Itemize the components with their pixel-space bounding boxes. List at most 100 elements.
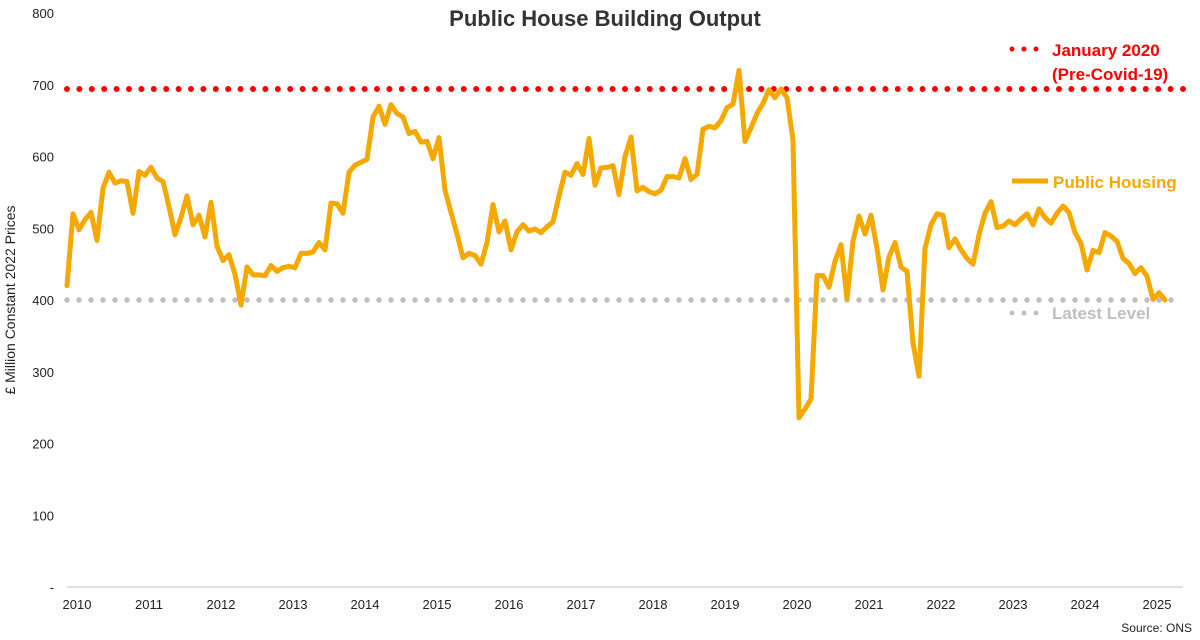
y-tick-label: 400: [32, 293, 54, 308]
data-point: [304, 250, 310, 256]
data-point: [370, 114, 376, 120]
data-point: [178, 215, 184, 220]
series-line-public-housing: [64, 67, 1168, 421]
data-point: [874, 245, 880, 251]
data-point: [820, 273, 826, 279]
data-point: [598, 165, 604, 171]
legend: Public Housing January 2020 (Pre-Covid-1…: [1009, 41, 1177, 323]
data-point: [1054, 210, 1060, 216]
data-point: [1036, 206, 1042, 212]
data-point: [892, 240, 898, 246]
reference-lines: [64, 86, 1186, 303]
data-point: [106, 169, 112, 175]
data-point: [772, 95, 778, 101]
data-point: [358, 159, 364, 165]
data-point: [262, 273, 268, 279]
y-tick-label: 500: [32, 221, 54, 236]
data-point: [784, 95, 790, 101]
data-point: [1060, 203, 1066, 209]
data-point: [652, 191, 658, 197]
legend-label-pre-covid: (Pre-Covid-19): [1052, 65, 1168, 84]
data-point: [1090, 248, 1096, 253]
data-point: [70, 211, 76, 217]
y-tick-label: 600: [32, 150, 54, 165]
x-tick-label: 2017: [567, 597, 596, 612]
data-point: [196, 212, 202, 218]
data-point: [946, 245, 952, 251]
data-point: [562, 169, 568, 175]
data-point: [1072, 230, 1078, 236]
data-point: [214, 243, 220, 249]
data-point: [1078, 240, 1084, 246]
data-point: [172, 232, 178, 238]
data-point: [76, 227, 82, 233]
data-point: [466, 250, 472, 256]
x-tick-label: 2016: [495, 597, 524, 612]
data-point: [1138, 265, 1144, 271]
data-point: [790, 137, 796, 143]
data-point: [148, 164, 154, 170]
data-point: [154, 175, 160, 181]
data-point: [490, 202, 496, 208]
x-tick-label: 2013: [279, 597, 308, 612]
data-point: [340, 210, 346, 216]
data-point: [760, 100, 766, 106]
data-point: [616, 192, 622, 197]
data-point: [460, 255, 466, 261]
data-point: [742, 138, 748, 144]
x-tick-label: 2012: [207, 597, 236, 612]
data-point: [730, 101, 736, 107]
legend-label-public-housing: Public Housing: [1053, 173, 1177, 192]
y-tick-label: 700: [32, 78, 54, 93]
data-point: [82, 217, 88, 223]
data-point: [676, 175, 682, 181]
data-point: [808, 396, 814, 402]
data-point: [706, 123, 712, 129]
data-point: [376, 103, 382, 109]
data-point: [1018, 216, 1024, 222]
data-point: [514, 229, 520, 235]
data-point: [274, 268, 280, 274]
data-point: [628, 134, 634, 140]
data-point: [568, 172, 574, 178]
data-point: [88, 210, 94, 215]
data-point: [1114, 238, 1120, 244]
data-point: [958, 247, 964, 253]
data-point: [484, 240, 490, 246]
data-point: [814, 273, 820, 279]
x-axis-ticks: 2010 2011 2012 2013 2014 2015 2016 2017 2018 2019…: [63, 597, 1172, 612]
data-point: [910, 340, 916, 346]
data-point: [448, 210, 454, 215]
data-point: [844, 296, 850, 302]
data-point: [1048, 220, 1054, 226]
x-tick-label: 2024: [1071, 597, 1100, 612]
data-point: [430, 156, 436, 162]
data-point: [1042, 215, 1048, 220]
data-point: [688, 177, 694, 182]
data-point: [1030, 222, 1036, 228]
data-point: [1162, 297, 1168, 303]
data-point: [226, 252, 232, 258]
x-tick-label: 2025: [1143, 597, 1172, 612]
data-point: [352, 162, 358, 168]
data-point: [1084, 267, 1090, 273]
data-point: [388, 102, 394, 108]
data-point: [1144, 273, 1150, 279]
data-point: [256, 272, 262, 278]
data-point: [400, 114, 406, 120]
data-point: [208, 199, 214, 205]
data-point: [268, 263, 274, 269]
data-point: [1108, 233, 1114, 239]
data-point: [622, 154, 628, 159]
data-point: [190, 222, 196, 228]
data-point: [532, 226, 538, 232]
data-point: [322, 247, 328, 253]
x-tick-label: 2021: [855, 597, 884, 612]
data-point: [184, 193, 190, 199]
data-point: [310, 249, 316, 255]
y-axis-label: £ Million Constant 2022 Prices: [2, 205, 18, 394]
data-point: [538, 230, 544, 236]
x-tick-label: 2015: [423, 597, 452, 612]
data-point: [508, 247, 514, 253]
